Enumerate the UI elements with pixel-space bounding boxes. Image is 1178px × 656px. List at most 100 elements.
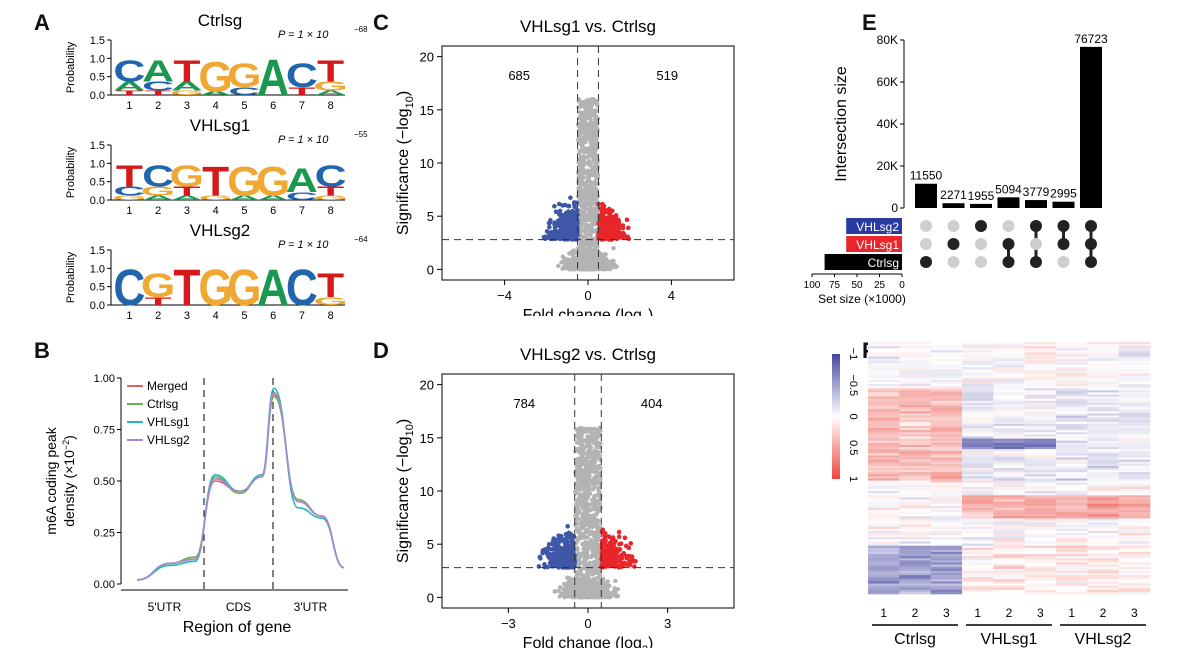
volcano-point-ns (595, 529, 600, 534)
heatmap-cell (1024, 367, 1057, 370)
volcano-point-ns (607, 266, 612, 272)
heatmap-cell (899, 419, 931, 423)
intersection-count: 1955 (968, 189, 995, 203)
volcano-point-ns (586, 132, 591, 137)
heatmap-cell (1087, 413, 1119, 416)
heatmap-cell (930, 342, 963, 345)
volcano-point-ns (590, 497, 595, 503)
volcano-point-down (550, 547, 556, 552)
volcano-point-ns (595, 518, 600, 523)
y-label-sub: 10 (404, 96, 416, 108)
heatmap-cell (868, 375, 900, 378)
motif-letter-T: T (173, 260, 200, 316)
volcano-point-ns (586, 507, 591, 512)
heatmap-cell (868, 346, 900, 349)
volcano-point-ns (602, 262, 607, 268)
heatmap-cell (1118, 415, 1151, 418)
heatmap-cell (1118, 430, 1151, 433)
volcano-point-up (605, 547, 610, 552)
volcano-point-ns (596, 444, 601, 450)
volcano-point-ns (590, 165, 595, 171)
heatmap-cell (899, 371, 931, 374)
heatmap-cell (1024, 373, 1057, 376)
matrix-dot-empty (920, 238, 932, 250)
volcano-point-ns (594, 181, 599, 187)
motif-letter-G: G (227, 159, 261, 205)
heatmap-cell (868, 354, 900, 357)
volcano-point-down (560, 203, 565, 208)
volcano-point-up (598, 223, 604, 229)
heatmap-cell (993, 386, 1025, 389)
volcano-point-ns (586, 111, 591, 116)
heatmap-cell (993, 377, 1025, 381)
volcano-y-tick-label: 15 (420, 431, 434, 446)
volcano-point-ns (595, 522, 600, 527)
set-size-bar (824, 254, 902, 270)
volcano-point-ns (579, 481, 585, 486)
heatmap-cell (1024, 384, 1057, 387)
heatmap-cell (930, 417, 963, 420)
heatmap-cell (993, 363, 1025, 366)
volcano-point-ns (594, 441, 599, 446)
motif-letter-T: T (317, 267, 344, 305)
volcano-point-ns (581, 459, 586, 464)
set-size-tick-label: 25 (874, 280, 886, 291)
volcano-point-ns (567, 584, 573, 590)
heatmap-cell (1118, 407, 1151, 410)
heatmap-cell (1024, 342, 1057, 345)
volcano-point-down (545, 545, 551, 551)
volcano-point-up (609, 221, 615, 226)
volcano-point-ns (605, 579, 610, 584)
motif-letter-G: G (141, 184, 175, 198)
heatmap-cell (1118, 428, 1151, 431)
set-size-tick-label: 100 (804, 280, 821, 291)
heatmap-cell (1024, 407, 1057, 410)
heatmap-cell (899, 375, 931, 378)
volcano-point-ns (581, 473, 587, 478)
motif-position-label: 4 (213, 100, 219, 112)
volcano-up-count: 404 (641, 396, 663, 411)
motif-letter-T: T (317, 184, 344, 198)
motif-y-tick-label: 1.0 (90, 53, 105, 65)
motif-title: VHLsg1 (190, 116, 250, 135)
volcano-point-down (559, 548, 564, 553)
heatmap-cell (1118, 413, 1151, 416)
volcano-point-ns (588, 216, 593, 222)
motif-position-label: 5 (241, 100, 247, 112)
volcano-point-ns (576, 137, 581, 142)
heatmap-cell (993, 360, 1025, 364)
volcano-point-ns (556, 588, 562, 594)
panel-label-b: B (34, 338, 50, 363)
volcano-up-count: 519 (656, 68, 678, 83)
volcano-point-ns (589, 537, 594, 543)
volcano-point-down (540, 550, 545, 556)
volcano-point-ns (582, 150, 587, 155)
volcano-point-down (552, 225, 558, 230)
heatmap-cell (1024, 356, 1057, 360)
volcano-point-ns (581, 590, 586, 595)
heatmap-cell (1056, 400, 1088, 404)
volcano-point-ns (577, 526, 582, 532)
intersection-count: 11550 (910, 169, 943, 183)
heatmap-cell (899, 358, 931, 362)
heatmap-cell (962, 440, 994, 444)
volcano-point-ns (593, 147, 598, 152)
volcano-point-ns (583, 206, 589, 211)
volcano-point-up (606, 534, 612, 539)
motif-position-label: 1 (126, 100, 132, 112)
heatmap-cell (962, 344, 994, 347)
heatmap-cell (930, 394, 963, 397)
heatmap-cell (930, 369, 963, 372)
heatmap-cell (962, 358, 994, 362)
heatmap-cell (962, 392, 994, 395)
heatmap-cell (1056, 373, 1088, 376)
volcano-point-up (625, 234, 631, 240)
volcano-point-ns (582, 445, 587, 451)
volcano-point-ns (578, 166, 583, 172)
heatmap-cell (899, 423, 931, 427)
heatmap-cell (1087, 377, 1119, 381)
motif-y-tick-label: 1.5 (90, 245, 105, 257)
heatmap-cell (1056, 360, 1088, 364)
heatmap-cell (868, 432, 900, 435)
volcano-point-up (600, 234, 606, 240)
